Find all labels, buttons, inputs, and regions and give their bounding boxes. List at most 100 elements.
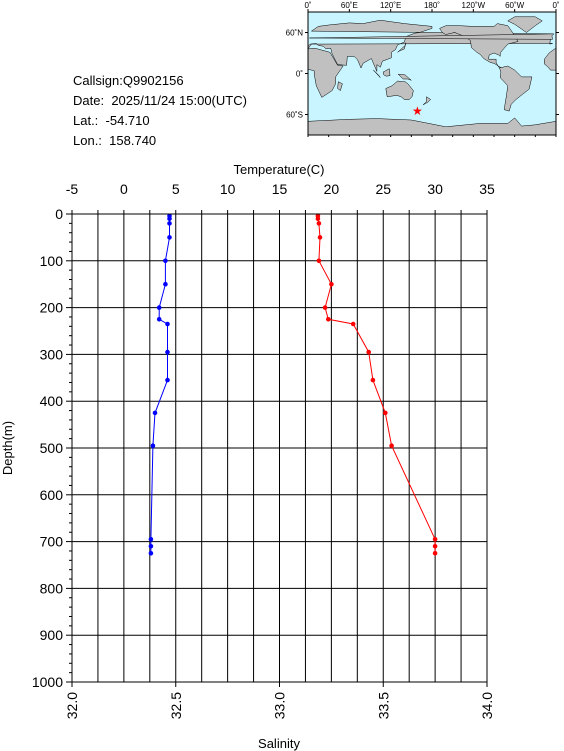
date-value: 2025/11/24 15:00(UTC) (111, 93, 247, 108)
temperature-axis-label: Temperature(C) (233, 162, 324, 177)
salinity-data-point (150, 443, 156, 449)
depth-tick-label: 900 (40, 627, 64, 643)
depth-tick-label: 300 (40, 346, 64, 362)
date-label: Date: (73, 93, 105, 108)
map-lon-label: 0˚ (304, 1, 311, 10)
salinity-data-point (167, 216, 172, 221)
lon-label: Lon.: (73, 133, 102, 148)
station-marker: ★ (412, 104, 423, 118)
temperature-data-point (366, 349, 372, 355)
temperature-data-point (316, 258, 322, 264)
land-shape (309, 33, 555, 40)
temperature-tick-label: 25 (375, 181, 391, 197)
map-frame: 0˚ 60˚E 120˚E 180˚ 120˚W 60˚W 0˚ 60˚N 0˚ 60˚S (286, 1, 560, 137)
land-shape (422, 96, 431, 106)
map-lon-label: 180˚ (424, 1, 440, 10)
depth-tick-label: 1000 (32, 674, 63, 690)
salinity-data-point (152, 410, 158, 416)
salinity-data-point (167, 235, 172, 240)
depth-tick-label: 0 (55, 206, 63, 222)
map-lon-label: 0˚ (552, 1, 559, 10)
land-shape (307, 47, 344, 98)
depth-tick-label: 700 (40, 534, 64, 550)
depth-tick-label: 100 (40, 253, 64, 269)
salinity-data-point (165, 377, 170, 383)
map-lat-label: 60˚S (286, 111, 303, 120)
lat-line: Lat.: -54.710 (73, 111, 247, 131)
land-shape (382, 68, 391, 77)
temperature-tick-label: 10 (220, 181, 236, 197)
salinity-profile-line (150, 215, 170, 554)
temperature-data-point (432, 551, 438, 556)
map-lon-label: 120˚E (380, 1, 401, 10)
land-shape (337, 81, 343, 92)
salinity-data-point (156, 305, 162, 310)
temperature-data-point (350, 321, 356, 327)
salinity-tick-label: 34.0 (479, 692, 495, 719)
salinity-data-point (165, 349, 170, 355)
salinity-data-point (148, 537, 154, 542)
temperature-tick-label: 5 (172, 181, 180, 197)
salinity-tick-label: 32.0 (64, 692, 80, 719)
depth-tick-label: 200 (40, 300, 64, 316)
salinity-data-point (148, 544, 154, 549)
temperature-data-point (389, 443, 394, 449)
date-line: Date: 2025/11/24 15:00(UTC) (73, 91, 247, 111)
land-shape (397, 42, 407, 53)
salinity-tick-label: 33.0 (272, 692, 288, 719)
temperature-tick-label: 15 (272, 181, 288, 197)
temperature-profile-line (317, 215, 436, 554)
temperature-data-point (316, 221, 322, 226)
depth-axis-label: Depth(m) (0, 421, 15, 475)
depth-tick-label: 400 (40, 393, 64, 409)
temperature-tick-label: 35 (479, 181, 495, 197)
land-shape (507, 16, 543, 33)
salinity-data-point (167, 221, 172, 226)
map-lon-label: 60˚E (341, 1, 358, 10)
station-info: Callsign:Q9902156 Date: 2025/11/24 15:00… (73, 71, 247, 151)
map-land (307, 16, 557, 136)
lat-label: Lat.: (73, 113, 99, 128)
land-shape (373, 69, 381, 78)
depth-tick-label: 500 (40, 440, 64, 456)
callsign-line: Callsign:Q9902156 (73, 71, 247, 91)
land-shape (544, 48, 557, 71)
temperature-tick-label: 0 (120, 181, 128, 197)
temperature-tick-label: 30 (427, 181, 443, 197)
salinity-data-point (165, 321, 170, 327)
temperature-tick-label: 20 (324, 181, 340, 197)
callsign-value: Q9902156 (122, 73, 184, 88)
temperature-data-point (370, 377, 376, 383)
temperature-data-point (326, 317, 331, 322)
temperature-data-point (432, 544, 438, 549)
salinity-data-point (148, 551, 154, 556)
map-lat-label: 60˚N (286, 29, 304, 38)
chart-series (148, 213, 438, 556)
map-lat-label: 0˚ (296, 70, 303, 79)
depth-tick-label: 800 (40, 580, 64, 596)
land-shape (307, 19, 554, 72)
depth-tick-label: 600 (40, 487, 64, 503)
callsign-label: Callsign: (73, 73, 123, 88)
map-lon-label: 60˚W (505, 1, 525, 10)
world-map: 0˚ 60˚E 120˚E 180˚ 120˚W 60˚W 0˚ 60˚N 0˚ 60˚S ★ (286, 1, 560, 137)
land-shape (397, 73, 412, 81)
temperature-data-point (317, 235, 323, 240)
lon-line: Lon.: 158.740 (73, 131, 247, 151)
temperature-data-point (432, 537, 438, 542)
lat-value: -54.710 (105, 113, 150, 128)
temperature-data-point (315, 216, 321, 221)
chart-grid (71, 213, 488, 683)
land-shape (499, 65, 533, 112)
salinity-data-point (163, 281, 168, 287)
map-lon-label: 120˚W (462, 1, 486, 10)
lon-value: 158.740 (109, 133, 157, 148)
temperature-data-point (383, 410, 388, 416)
salinity-data-point (163, 258, 168, 264)
land-shape (385, 80, 414, 100)
salinity-tick-label: 33.5 (375, 692, 391, 719)
temperature-data-point (329, 281, 334, 287)
